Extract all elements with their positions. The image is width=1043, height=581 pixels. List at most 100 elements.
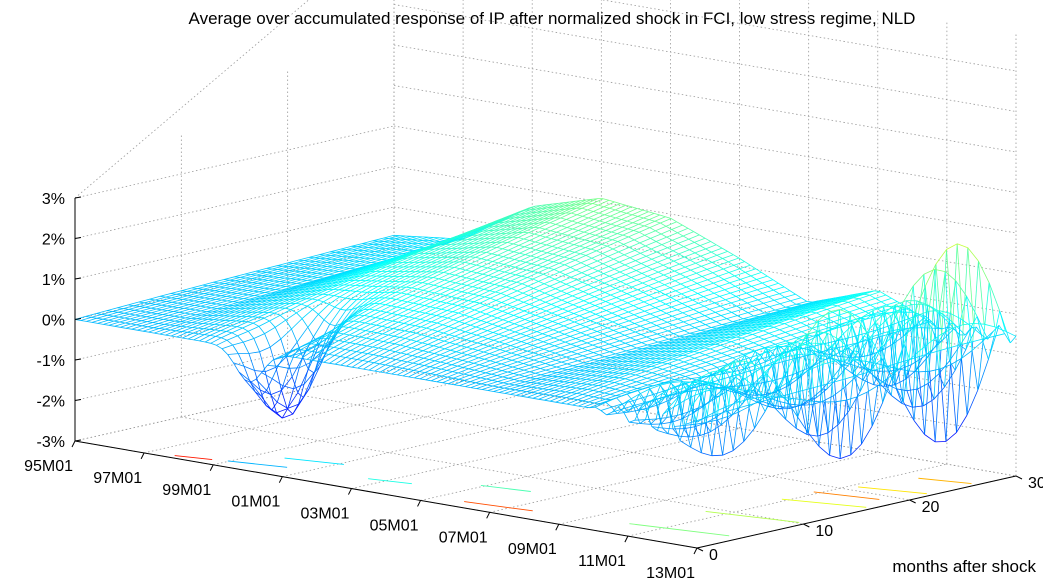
surface-line (559, 204, 571, 211)
surface-line (627, 228, 634, 231)
surface-line (436, 317, 448, 324)
surface-line (391, 373, 398, 376)
surface-line (808, 349, 815, 354)
surface-line (169, 319, 175, 322)
surface-line (598, 385, 604, 387)
surface-line (611, 231, 618, 234)
surface-line (363, 247, 375, 252)
surface-line (574, 251, 581, 255)
surface-line (683, 321, 690, 326)
surface-line (232, 341, 244, 346)
surface-line (594, 305, 601, 309)
surface-line (349, 265, 361, 269)
surface-line (673, 260, 680, 265)
surface-line (592, 198, 604, 204)
surface-line (380, 248, 392, 253)
surface-line (570, 276, 577, 281)
surface-line (751, 286, 758, 291)
surface-line (136, 324, 143, 327)
surface-line (681, 411, 689, 419)
surface-line (477, 350, 484, 353)
surface-line (368, 369, 375, 372)
surface-line (328, 271, 340, 275)
surface-line (432, 266, 444, 273)
surface-line (737, 412, 745, 442)
surface-line (351, 268, 363, 273)
surface-line (875, 298, 882, 303)
surface-line (182, 337, 189, 340)
surface-line (532, 218, 544, 224)
surface-line (214, 325, 226, 331)
surface-line (543, 393, 550, 396)
surface-line (396, 366, 403, 369)
surface-line (317, 270, 329, 274)
surface-line (571, 207, 583, 214)
surface-line (303, 372, 315, 398)
surface-line (528, 364, 535, 368)
surface-line (653, 278, 659, 283)
surface-line (472, 281, 484, 288)
surface-line (269, 338, 282, 348)
surface-line (587, 274, 594, 279)
surface-line (501, 236, 513, 243)
surface-line (676, 300, 683, 304)
surface-line (202, 319, 214, 324)
surface-line (520, 212, 532, 218)
surface-line (644, 403, 651, 425)
surface-line (575, 259, 582, 264)
surface-line (537, 264, 543, 267)
surface-line (452, 371, 459, 374)
surface-line (463, 232, 474, 237)
surface-line (518, 240, 530, 246)
surface-line (588, 212, 600, 219)
surface-line (354, 257, 365, 262)
surface-line (778, 282, 785, 288)
surface-line (333, 347, 340, 349)
surface-line (431, 261, 443, 268)
surface-line (544, 292, 551, 296)
surface-line (800, 315, 806, 317)
surface-line (295, 275, 307, 280)
surface-line (216, 300, 228, 305)
surface-line (468, 229, 480, 234)
surface-line (97, 319, 109, 324)
surface-line (299, 264, 311, 269)
surface-line (571, 392, 577, 394)
surface-line (492, 332, 499, 335)
surface-line (700, 359, 707, 363)
surface-line (518, 232, 529, 238)
surface-line (635, 331, 642, 335)
surface-line (410, 331, 416, 334)
surface-line (373, 291, 385, 299)
surface-line (511, 288, 518, 292)
surface-line (887, 365, 894, 375)
surface-line (251, 275, 263, 279)
surface-line (171, 294, 183, 299)
surface-line (340, 356, 346, 358)
surface-line (441, 311, 453, 318)
surface-line (668, 267, 675, 272)
surface-line (338, 264, 350, 268)
surface-line (284, 298, 296, 304)
surface-line (662, 254, 669, 259)
surface-line (426, 327, 433, 331)
surface-line (373, 356, 385, 364)
surface-line (163, 315, 175, 320)
surface-line (151, 309, 163, 314)
surface-line (315, 283, 327, 289)
surface-line (323, 355, 335, 363)
surface-line (397, 249, 409, 254)
surface-line (641, 263, 648, 267)
surface-line (140, 307, 151, 312)
surface-line (474, 246, 486, 253)
surface-line (503, 217, 515, 223)
surface-line (569, 258, 576, 261)
surface-line (470, 263, 477, 266)
surface-line (378, 241, 390, 246)
surface-line (176, 291, 188, 295)
surface-line (150, 304, 162, 309)
surface-line (521, 395, 528, 398)
surface-line (608, 199, 615, 203)
surface-line (446, 370, 453, 372)
surface-line (464, 323, 471, 326)
